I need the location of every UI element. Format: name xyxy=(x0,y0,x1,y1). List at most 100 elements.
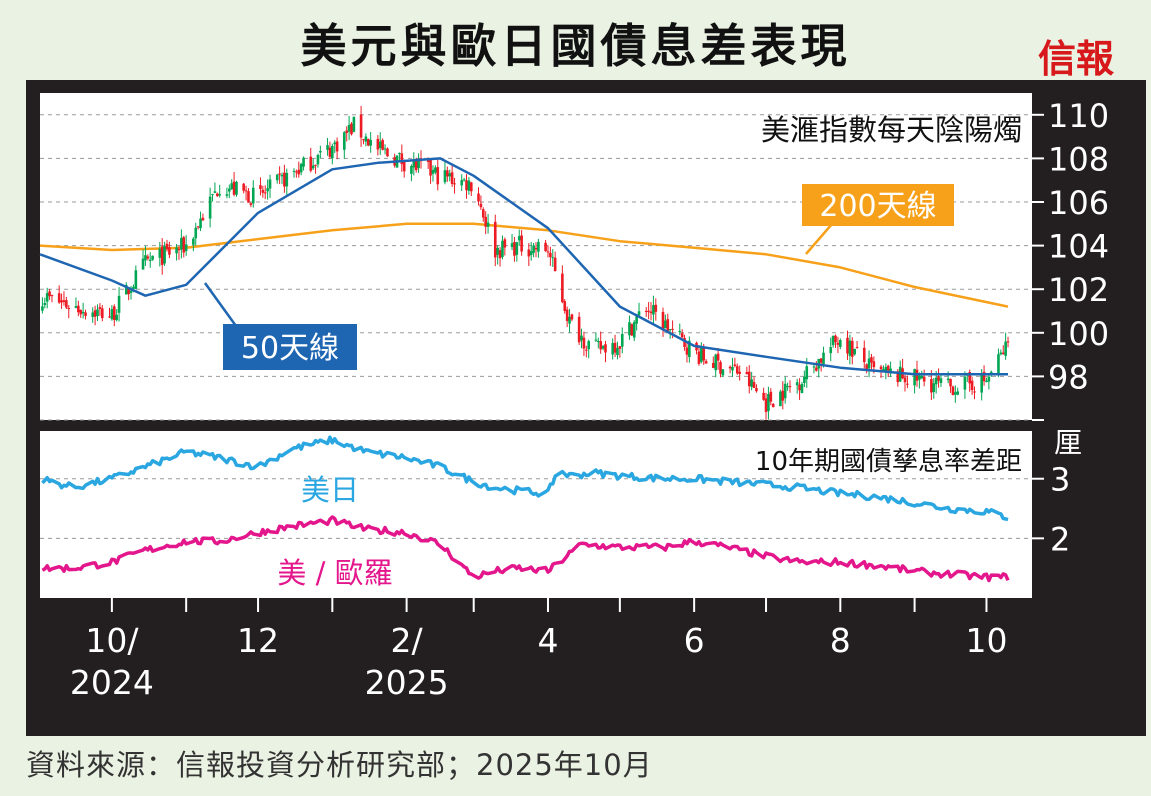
candle xyxy=(733,357,737,368)
candle-body xyxy=(465,180,468,191)
candle-body xyxy=(886,365,890,371)
candle-body xyxy=(819,358,823,363)
candle-body xyxy=(383,148,387,150)
candle-body xyxy=(160,246,164,265)
candle-body xyxy=(81,311,85,314)
candle xyxy=(985,377,988,383)
candle-body xyxy=(192,238,195,245)
candle xyxy=(728,365,732,374)
x-tick-label: 4 xyxy=(537,621,558,660)
candle xyxy=(553,251,557,272)
candle xyxy=(769,388,773,406)
candle xyxy=(350,122,353,136)
candle xyxy=(654,298,658,321)
candle-body xyxy=(50,295,54,297)
candle-body xyxy=(779,391,782,407)
candle xyxy=(50,294,54,303)
candle-body xyxy=(836,342,840,345)
candle-body xyxy=(376,138,380,150)
candle-body xyxy=(637,311,641,316)
candle xyxy=(261,185,265,198)
candle-body xyxy=(829,347,833,354)
candle-body xyxy=(199,218,202,229)
candle-body xyxy=(467,180,471,191)
x-tick-label: 6 xyxy=(684,621,705,660)
candle-body xyxy=(812,366,816,368)
candle-body xyxy=(108,316,111,318)
candle xyxy=(661,307,665,337)
candle-body xyxy=(477,193,480,202)
candle xyxy=(194,222,198,246)
candle-body xyxy=(587,341,591,350)
candle xyxy=(831,335,835,348)
candle-body xyxy=(570,314,574,320)
candle xyxy=(100,305,104,322)
candle xyxy=(534,242,538,258)
candle-body xyxy=(74,306,78,308)
candle-body xyxy=(261,189,265,193)
candle-body xyxy=(982,371,986,382)
candle-body xyxy=(822,352,825,365)
candle xyxy=(160,238,164,275)
candle-body xyxy=(585,349,588,351)
upper-panel-title: 美滙指數每天陰陽燭 xyxy=(761,113,1022,147)
candle xyxy=(688,336,691,363)
candle xyxy=(549,246,552,266)
candle-body xyxy=(448,173,452,177)
candle-body xyxy=(719,361,722,374)
candle xyxy=(735,363,739,375)
candle-body xyxy=(755,388,758,392)
y-tick-label: 104 xyxy=(1048,228,1109,266)
candle xyxy=(144,245,147,266)
candle-body xyxy=(913,369,916,386)
candle-body xyxy=(443,170,447,183)
candle xyxy=(41,297,44,314)
candle-body xyxy=(366,138,370,146)
candle-body xyxy=(362,139,365,141)
candle-body xyxy=(750,379,753,387)
candle xyxy=(829,337,833,362)
candle-body xyxy=(268,179,272,189)
candle xyxy=(644,307,648,317)
candle-body xyxy=(386,148,389,157)
ma200-label: 200天線 xyxy=(819,189,936,224)
candle-body xyxy=(563,301,567,312)
candle-body xyxy=(141,258,145,270)
candle-body xyxy=(211,194,214,196)
candle-body xyxy=(244,190,248,192)
candle xyxy=(386,147,389,157)
candle xyxy=(798,378,801,400)
candle-body xyxy=(702,346,706,361)
candle-body xyxy=(124,284,128,295)
candle xyxy=(314,164,317,174)
candle-body xyxy=(295,171,298,173)
candle-body xyxy=(65,300,68,308)
candle-body xyxy=(316,154,320,165)
candle xyxy=(213,182,217,194)
candle-body xyxy=(630,324,634,336)
candle xyxy=(513,236,516,262)
candle-body xyxy=(43,302,47,306)
candle xyxy=(503,237,507,256)
candle-body xyxy=(364,136,368,142)
candle xyxy=(865,363,868,374)
candle-body xyxy=(41,306,44,311)
candle-body xyxy=(918,375,921,380)
candle-body xyxy=(771,403,775,408)
candle-body xyxy=(618,346,622,349)
candle-body xyxy=(328,147,332,157)
candle xyxy=(721,369,725,377)
candle-body xyxy=(242,183,245,191)
candle-body xyxy=(920,375,924,379)
candle xyxy=(180,229,183,259)
candle-body xyxy=(496,247,499,255)
candle-body xyxy=(551,257,555,259)
candle-body xyxy=(98,307,102,309)
candle-body xyxy=(503,239,507,248)
candle-body xyxy=(661,311,665,330)
candle-body xyxy=(733,364,737,366)
candle xyxy=(376,135,380,156)
candle xyxy=(515,241,519,262)
candle xyxy=(913,368,916,394)
y-tick-label: 98 xyxy=(1048,358,1089,396)
